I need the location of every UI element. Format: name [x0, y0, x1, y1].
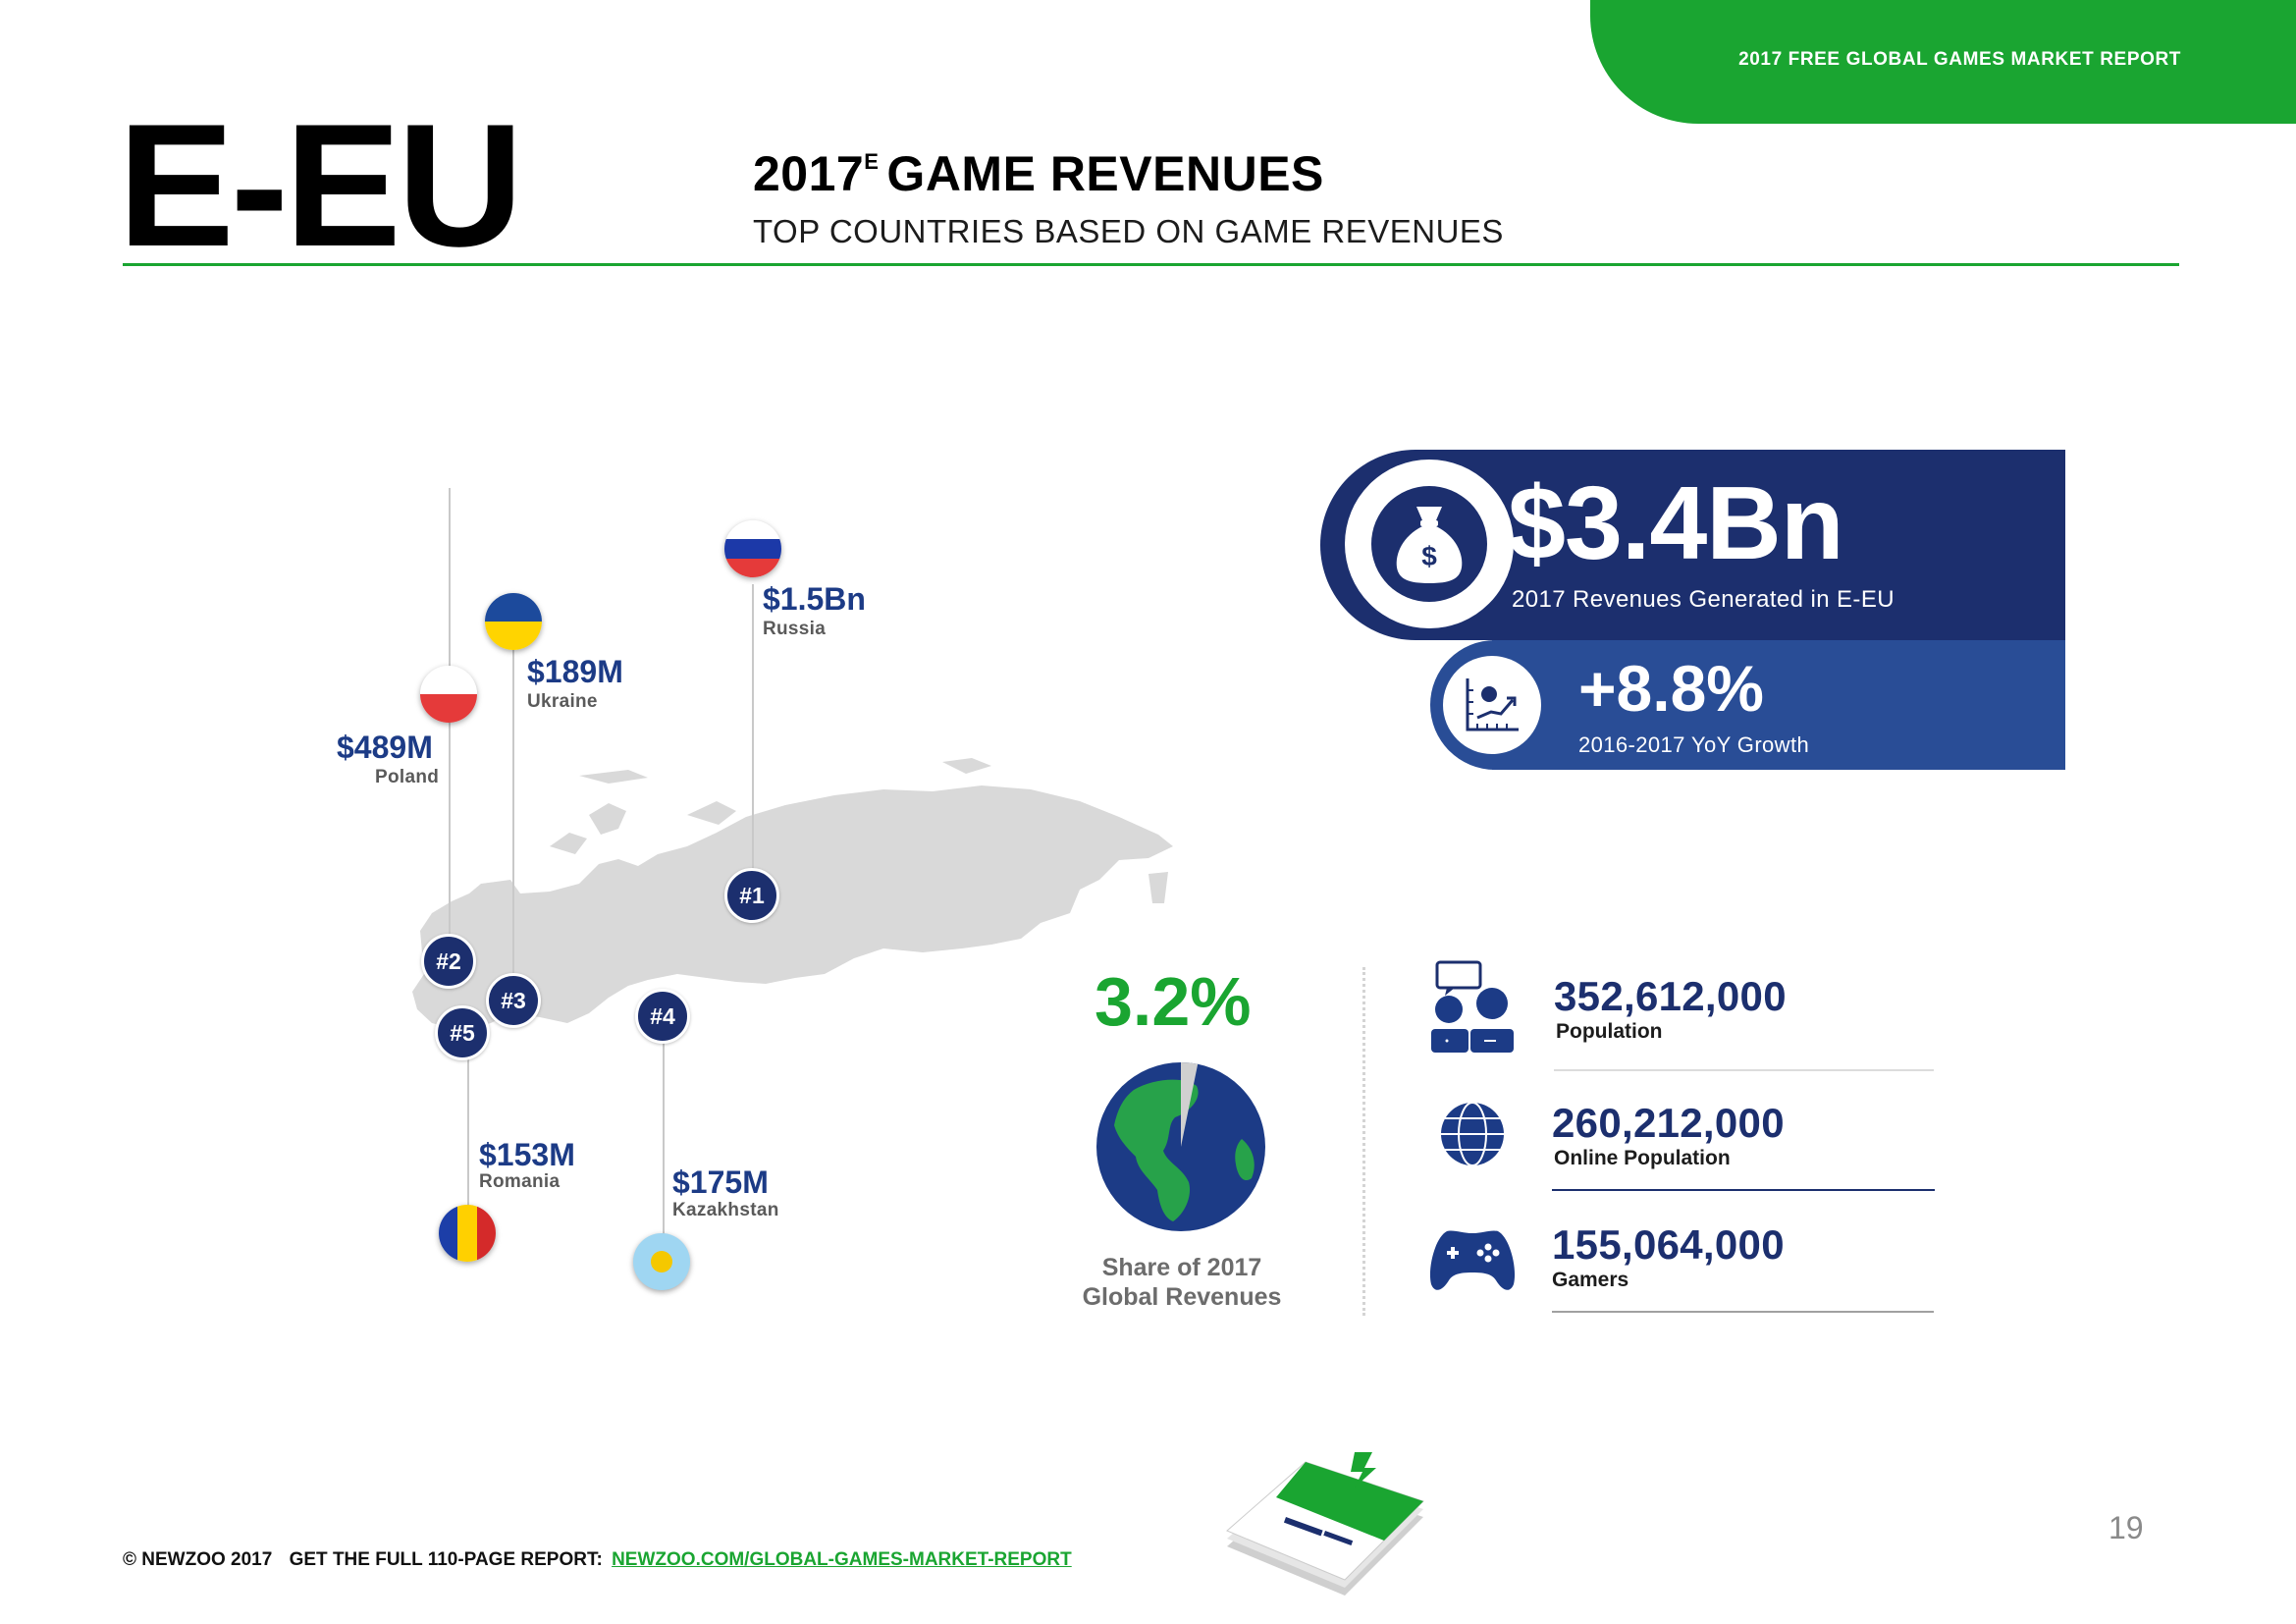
marker-line-kazakhstan: [663, 1018, 665, 1244]
footer: © NEWZOO 2017 GET THE FULL 110-PAGE REPO…: [123, 1549, 1072, 1571]
people-icon: [1431, 960, 1514, 1053]
money-bag-symbol: $: [1421, 541, 1437, 571]
header-divider: [123, 263, 2179, 266]
rank-pin-ukraine: #3: [486, 973, 541, 1028]
country-value-romania: $153M: [479, 1137, 575, 1172]
stat-value-gamers: 155,064,000: [1552, 1221, 1785, 1268]
share-slice: [1181, 1062, 1199, 1147]
marker-line-poland: [449, 488, 451, 959]
footer-copyright: © NEWZOO 2017: [123, 1549, 273, 1570]
section-title-year: 2017: [753, 146, 865, 201]
globe-icon: [1096, 1062, 1265, 1231]
country-name-ukraine: Ukraine: [527, 691, 598, 712]
ukraine-flag: [485, 593, 542, 650]
country-value-poland: $489M: [337, 730, 433, 765]
rank-pin-poland: #2: [421, 934, 476, 989]
section-title-estimate-mark: E: [864, 149, 880, 174]
country-name-kazakhstan: Kazakhstan: [672, 1200, 779, 1220]
share-label-line2: Global Revenues: [1082, 1283, 1282, 1311]
stat-rule-online-population: [1552, 1189, 1935, 1191]
revenue-value: $3.4Bn: [1508, 465, 1844, 581]
footer-report-link[interactable]: NEWZOO.COM/GLOBAL-GAMES-MARKET-REPORT: [612, 1549, 1072, 1570]
stat-value-population: 352,612,000: [1554, 973, 1787, 1019]
rank-pin-russia: #1: [724, 868, 779, 923]
top-banner: [1590, 0, 2296, 124]
romania-flag: [439, 1205, 496, 1262]
report-book-icon: [1226, 1452, 1424, 1596]
page-number: 19: [2109, 1510, 2144, 1545]
stat-value-online-population: 260,212,000: [1552, 1100, 1785, 1146]
growth-box: [1492, 640, 2065, 770]
region-title: E-EU: [118, 87, 523, 283]
online-globe-icon: [1441, 1102, 1504, 1166]
revenue-icon-disc: $: [1371, 486, 1487, 602]
share-label: Share of 2017 Global Revenues: [1050, 1253, 1313, 1312]
growth-icon-disc: [1443, 656, 1541, 754]
rank-pin-romania: #5: [435, 1005, 490, 1060]
growth-chart-icon: [1466, 678, 1519, 731]
kazakhstan-flag: [633, 1233, 690, 1290]
gamepad-icon: [1429, 1230, 1516, 1290]
poland-flag: [420, 666, 477, 723]
country-name-russia: Russia: [763, 619, 827, 639]
marker-line-russia: [752, 584, 754, 893]
stat-label-online-population: Online Population: [1554, 1147, 1731, 1169]
growth-label: 2016-2017 YoY Growth: [1578, 732, 1810, 757]
share-label-line1: Share of 2017: [1101, 1254, 1262, 1281]
footer-cta: GET THE FULL 110-PAGE REPORT:: [289, 1549, 603, 1570]
country-value-kazakhstan: $175M: [672, 1164, 769, 1200]
money-bag-icon: $: [1396, 507, 1463, 583]
section-title: 2017E GAME REVENUES: [753, 145, 1324, 202]
country-name-poland: Poland: [375, 767, 440, 787]
marker-line-ukraine: [512, 648, 514, 1000]
rank-pin-kazakhstan: #4: [635, 989, 690, 1044]
country-name-romania: Romania: [479, 1171, 561, 1192]
eastern-europe-map: [412, 758, 1173, 1031]
revenue-box: [1492, 450, 2065, 640]
country-value-ukraine: $189M: [527, 654, 623, 689]
section-subtitle: TOP COUNTRIES BASED ON GAME REVENUES: [753, 213, 1504, 249]
marker-line-romania: [467, 1036, 469, 1232]
country-value-russia: $1.5Bn: [763, 581, 866, 617]
section-title-text: GAME REVENUES: [886, 146, 1324, 201]
share-percentage: 3.2%: [1095, 963, 1252, 1040]
report-tab-label: 2017 FREE GLOBAL GAMES MARKET REPORT: [1738, 49, 2181, 70]
stat-label-population: Population: [1556, 1020, 1663, 1043]
russia-flag: [724, 520, 781, 577]
stat-rule-gamers: [1552, 1311, 1934, 1313]
dotted-divider: [1362, 967, 1365, 1316]
stat-label-gamers: Gamers: [1552, 1269, 1629, 1291]
revenue-label: 2017 Revenues Generated in E-EU: [1512, 586, 1895, 613]
stat-rule-population: [1554, 1069, 1934, 1071]
growth-value: +8.8%: [1578, 652, 1764, 725]
